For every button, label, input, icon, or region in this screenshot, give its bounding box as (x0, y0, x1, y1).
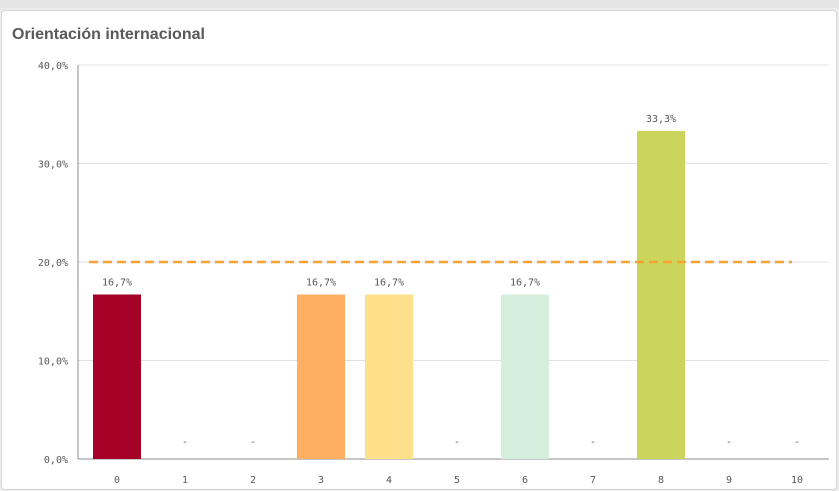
y-tick-label: 30,0% (38, 160, 68, 171)
x-tick-label: 8 (658, 475, 664, 486)
bar (637, 130, 685, 459)
x-tick-label: 1 (182, 475, 188, 486)
x-tick-label: 10 (791, 475, 803, 486)
y-tick-label: 20,0% (38, 258, 68, 269)
bar (297, 294, 345, 459)
top-strip (0, 0, 839, 8)
x-tick-label: 9 (726, 475, 732, 486)
data-label: 16,7% (102, 278, 132, 289)
data-label: - (454, 437, 460, 448)
x-tick-label: 0 (114, 475, 120, 486)
labels: 0,0% 10,0% 20,0% 30,0% 40,0% 16,7% 0 - 1 - 2 16,7% 3… (38, 61, 803, 486)
data-label: 16,7% (306, 278, 336, 289)
data-label: - (726, 437, 732, 448)
data-label: - (250, 437, 256, 448)
bar (365, 294, 413, 459)
bar (501, 294, 549, 459)
data-label: - (182, 437, 188, 448)
bars (93, 130, 685, 459)
data-label: - (590, 437, 596, 448)
x-tick-label: 3 (318, 475, 324, 486)
bar (93, 294, 141, 459)
x-tick-label: 4 (386, 475, 392, 486)
y-tick-label: 0,0% (44, 455, 68, 466)
data-label: 16,7% (374, 278, 404, 289)
x-tick-label: 2 (250, 475, 256, 486)
x-tick-label: 6 (522, 475, 528, 486)
x-tick-label: 7 (590, 475, 596, 486)
data-label: 33,3% (646, 114, 676, 125)
data-label: 16,7% (510, 278, 540, 289)
y-tick-label: 40,0% (38, 61, 68, 72)
x-tick-label: 5 (454, 475, 460, 486)
y-tick-label: 10,0% (38, 357, 68, 368)
chart-title: Orientación internacional (12, 26, 205, 43)
data-label: - (794, 437, 800, 448)
